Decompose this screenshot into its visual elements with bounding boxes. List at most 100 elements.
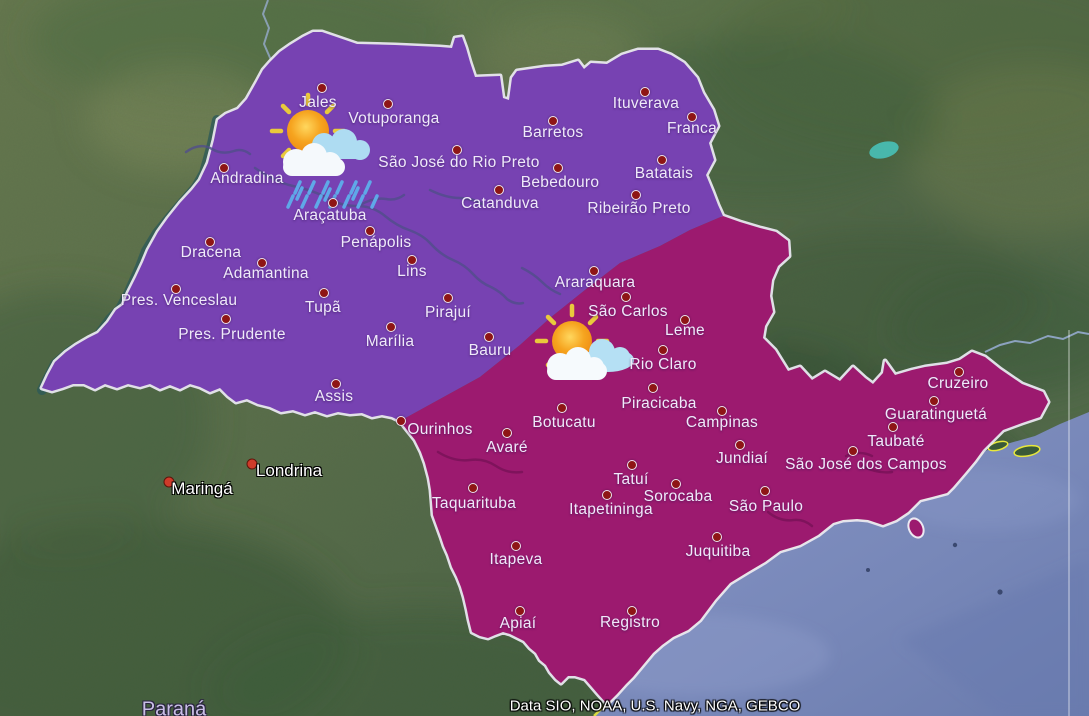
city-marker-dot[interactable] (687, 112, 697, 122)
coastal-island (907, 517, 925, 539)
city-label: Araçatuba (293, 207, 367, 224)
city-marker-dot[interactable] (407, 255, 417, 265)
reservoir-lake (869, 141, 899, 159)
city-marker-dot[interactable] (443, 293, 453, 303)
paraiba-river (984, 330, 1089, 353)
region-northwest (42, 32, 723, 421)
city-marker-dot[interactable] (328, 198, 338, 208)
city-marker-dot[interactable] (468, 483, 478, 493)
city-marker-dot[interactable] (171, 284, 181, 294)
city-label: Pirajuí (424, 304, 472, 321)
city-marker-dot[interactable] (735, 440, 745, 450)
city-marker-dot[interactable] (452, 145, 462, 155)
city-label: Campinas (685, 414, 759, 431)
city-marker-dot[interactable] (494, 185, 504, 195)
city-marker-dot[interactable] (671, 479, 681, 489)
city-label: Cruzeiro (927, 375, 989, 392)
city-label: Apiaí (499, 615, 537, 632)
city-marker-dot[interactable] (484, 332, 494, 342)
city-marker-dot[interactable] (717, 406, 727, 416)
city-label: Taquarituba (431, 495, 517, 512)
city-label: Itapetininga (569, 501, 653, 518)
city-marker-dot[interactable] (221, 314, 231, 324)
city-label: São Paulo (728, 498, 804, 515)
city-marker-dot[interactable] (631, 190, 641, 200)
state-label-parana: Paraná (141, 698, 207, 716)
city-label: Votuporanga (348, 110, 440, 127)
city-label: São José do Rio Preto (378, 154, 540, 171)
city-marker-dot[interactable] (627, 606, 637, 616)
island (1013, 444, 1041, 458)
city-label: São José dos Campos (785, 456, 947, 473)
city-marker-dot[interactable] (317, 83, 327, 93)
city-label: Rio Claro (629, 356, 697, 373)
city-marker-dot[interactable] (515, 606, 525, 616)
city-marker-dot[interactable] (205, 237, 215, 247)
external-city-marker-dot[interactable] (163, 476, 175, 488)
city-marker-dot[interactable] (627, 460, 637, 470)
city-marker-dot[interactable] (760, 486, 770, 496)
city-label: Ourinhos (407, 421, 473, 438)
city-marker-dot[interactable] (502, 428, 512, 438)
city-marker-dot[interactable] (929, 396, 939, 406)
city-marker-dot[interactable] (396, 416, 406, 426)
city-label: Franca (666, 120, 718, 137)
ocean-islets (866, 542, 1003, 595)
city-label: Araraquara (554, 274, 636, 291)
city-marker-dot[interactable] (712, 532, 722, 542)
city-label: Lins (397, 263, 427, 280)
city-marker-dot[interactable] (848, 446, 858, 456)
city-marker-dot[interactable] (680, 315, 690, 325)
city-label: Barretos (522, 124, 584, 141)
city-marker-dot[interactable] (658, 345, 668, 355)
city-marker-dot[interactable] (888, 422, 898, 432)
city-label: Dracena (180, 244, 242, 261)
city-marker-dot[interactable] (640, 87, 650, 97)
city-label: Catanduva (461, 195, 539, 212)
city-label: Leme (665, 322, 705, 339)
city-marker-dot[interactable] (511, 541, 521, 551)
city-label: Juquitiba (685, 543, 751, 560)
city-marker-dot[interactable] (331, 379, 341, 389)
city-label: Tatuí (613, 471, 649, 488)
city-label: Sorocaba (643, 488, 713, 505)
city-label: Ribeirão Preto (587, 200, 691, 217)
city-marker-dot[interactable] (557, 403, 567, 413)
city-label: Bebedouro (520, 174, 600, 191)
city-label: Pres. Prudente (178, 326, 286, 343)
city-marker-dot[interactable] (648, 383, 658, 393)
city-marker-dot[interactable] (657, 155, 667, 165)
imagery-attribution: Data SIO, NOAA, U.S. Navy, NGA, GEBCO (509, 697, 801, 715)
river-line (261, 0, 272, 61)
island (987, 440, 1009, 452)
city-marker-dot[interactable] (219, 163, 229, 173)
city-label: Marília (365, 333, 415, 350)
reservoir-rivers (436, 450, 894, 528)
city-marker-dot[interactable] (319, 288, 329, 298)
sun-rain-cloud-icon (269, 92, 379, 209)
city-label: Avaré (486, 439, 528, 456)
city-marker-dot[interactable] (383, 99, 393, 109)
city-marker-dot[interactable] (257, 258, 267, 268)
city-label: Piracicaba (621, 395, 697, 412)
city-marker-dot[interactable] (365, 226, 375, 236)
city-label: Batatais (634, 165, 694, 182)
city-label: Jundiaí (715, 450, 769, 467)
city-marker-dot[interactable] (602, 490, 612, 500)
city-label: Guaratinguetá (884, 406, 988, 423)
city-label: Penápolis (340, 234, 412, 251)
external-city-marker-dot[interactable] (246, 458, 258, 470)
city-marker-dot[interactable] (621, 292, 631, 302)
external-city-label: Maringá (171, 479, 233, 498)
city-label: Tupã (305, 299, 341, 316)
city-label: Adamantina (223, 265, 309, 282)
city-marker-dot[interactable] (386, 322, 396, 332)
city-marker-dot[interactable] (954, 367, 964, 377)
city-marker-dot[interactable] (589, 266, 599, 276)
city-marker-dot[interactable] (548, 116, 558, 126)
city-label: Registro (599, 614, 661, 631)
city-marker-dot[interactable] (553, 163, 563, 173)
city-label: Jales (299, 94, 337, 111)
